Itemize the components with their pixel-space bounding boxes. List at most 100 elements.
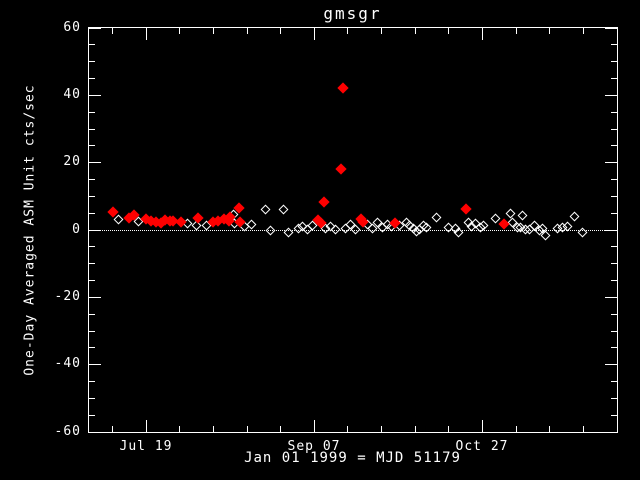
data-point-open-diamond [540, 230, 551, 241]
y-minor-tick [89, 179, 95, 180]
y-minor-tick [89, 314, 95, 315]
x-minor-tick [247, 426, 248, 432]
y-minor-tick [611, 213, 617, 214]
y-minor-tick [611, 196, 617, 197]
y-major-tick [89, 432, 101, 433]
x-minor-tick [583, 426, 584, 432]
data-point-open-diamond [517, 210, 528, 220]
y-tick-label: -40 [54, 356, 81, 371]
y-minor-tick [611, 331, 617, 332]
x-minor-tick [549, 426, 550, 432]
x-minor-tick [415, 426, 416, 432]
x-minor-tick [247, 28, 248, 34]
data-point-red-diamond [459, 203, 472, 216]
y-tick-label: 60 [63, 20, 81, 35]
y-minor-tick [611, 347, 617, 348]
plot-area: Jul 19 Sep 07 Oct 27 60 40 20 0 -20 -40 -60 [55, 20, 618, 454]
x-minor-tick [213, 426, 214, 432]
plot-title: gmsgr [323, 4, 382, 23]
x-major-tick [314, 28, 315, 40]
y-major-tick [89, 297, 101, 298]
y-minor-tick [611, 246, 617, 247]
x-major-tick [146, 420, 147, 432]
y-minor-tick [89, 129, 95, 130]
data-point-open-diamond [260, 205, 270, 215]
x-minor-tick [112, 28, 113, 34]
data-point-red-diamond [318, 196, 331, 208]
y-major-tick [89, 230, 101, 231]
x-minor-tick [179, 426, 180, 432]
y-minor-tick [89, 381, 95, 382]
data-point-open-diamond [350, 224, 361, 235]
y-minor-tick [611, 415, 617, 416]
y-tick-label: -60 [54, 424, 81, 439]
x-major-tick [482, 420, 483, 432]
data-point-open-diamond [265, 225, 276, 236]
x-major-tick [314, 420, 315, 432]
y-minor-tick [89, 331, 95, 332]
y-minor-tick [89, 263, 95, 264]
data-point-open-diamond [505, 208, 516, 218]
data-point-red-diamond [335, 163, 347, 175]
y-axis-label: One-Day Averaged ASM Unit cts/sec [22, 84, 38, 376]
x-minor-tick [280, 426, 281, 432]
y-minor-tick [89, 145, 95, 146]
y-major-tick [89, 364, 101, 365]
x-major-tick [146, 28, 147, 40]
y-minor-tick [89, 213, 95, 214]
y-minor-tick [611, 398, 617, 399]
y-minor-tick [89, 61, 95, 62]
x-tick-label: Oct 27 [455, 439, 509, 454]
y-minor-tick [89, 44, 95, 45]
y-minor-tick [611, 381, 617, 382]
y-tick-label: 40 [63, 87, 81, 102]
y-major-tick [605, 230, 617, 231]
y-major-tick [605, 364, 617, 365]
x-minor-tick [448, 426, 449, 432]
x-major-tick [482, 28, 483, 40]
y-major-tick [89, 95, 101, 96]
x-minor-tick [381, 426, 382, 432]
y-major-tick [605, 432, 617, 433]
zero-reference-line [89, 230, 617, 231]
y-major-tick [605, 95, 617, 96]
x-minor-tick [448, 28, 449, 34]
x-minor-tick [516, 28, 517, 34]
x-tick-label: Sep 07 [287, 439, 341, 454]
data-point-open-diamond [278, 205, 289, 215]
y-minor-tick [611, 314, 617, 315]
x-minor-tick [549, 28, 550, 34]
y-minor-tick [611, 263, 617, 264]
data-point-open-diamond [569, 211, 580, 221]
y-major-tick [605, 28, 617, 29]
y-minor-tick [611, 280, 617, 281]
y-minor-tick [611, 44, 617, 45]
y-minor-tick [89, 196, 95, 197]
x-minor-tick [347, 28, 348, 34]
y-minor-tick [611, 129, 617, 130]
y-minor-tick [89, 246, 95, 247]
y-major-tick [89, 28, 101, 29]
data-point-open-diamond [330, 224, 341, 235]
x-tick-label: Jul 19 [119, 439, 173, 454]
x-minor-tick [347, 426, 348, 432]
y-minor-tick [611, 78, 617, 79]
x-minor-tick [112, 426, 113, 432]
y-minor-tick [611, 112, 617, 113]
x-minor-tick [516, 426, 517, 432]
x-minor-tick [280, 28, 281, 34]
y-minor-tick [89, 78, 95, 79]
data-point-open-diamond [113, 214, 124, 225]
y-minor-tick [89, 415, 95, 416]
y-minor-tick [611, 145, 617, 146]
x-minor-tick [415, 28, 416, 34]
y-major-tick [605, 297, 617, 298]
y-minor-tick [89, 280, 95, 281]
y-minor-tick [611, 179, 617, 180]
data-point-red-diamond [498, 217, 510, 230]
y-minor-tick [89, 112, 95, 113]
y-minor-tick [611, 61, 617, 62]
x-minor-tick [213, 28, 214, 34]
y-tick-label: -20 [54, 289, 81, 304]
